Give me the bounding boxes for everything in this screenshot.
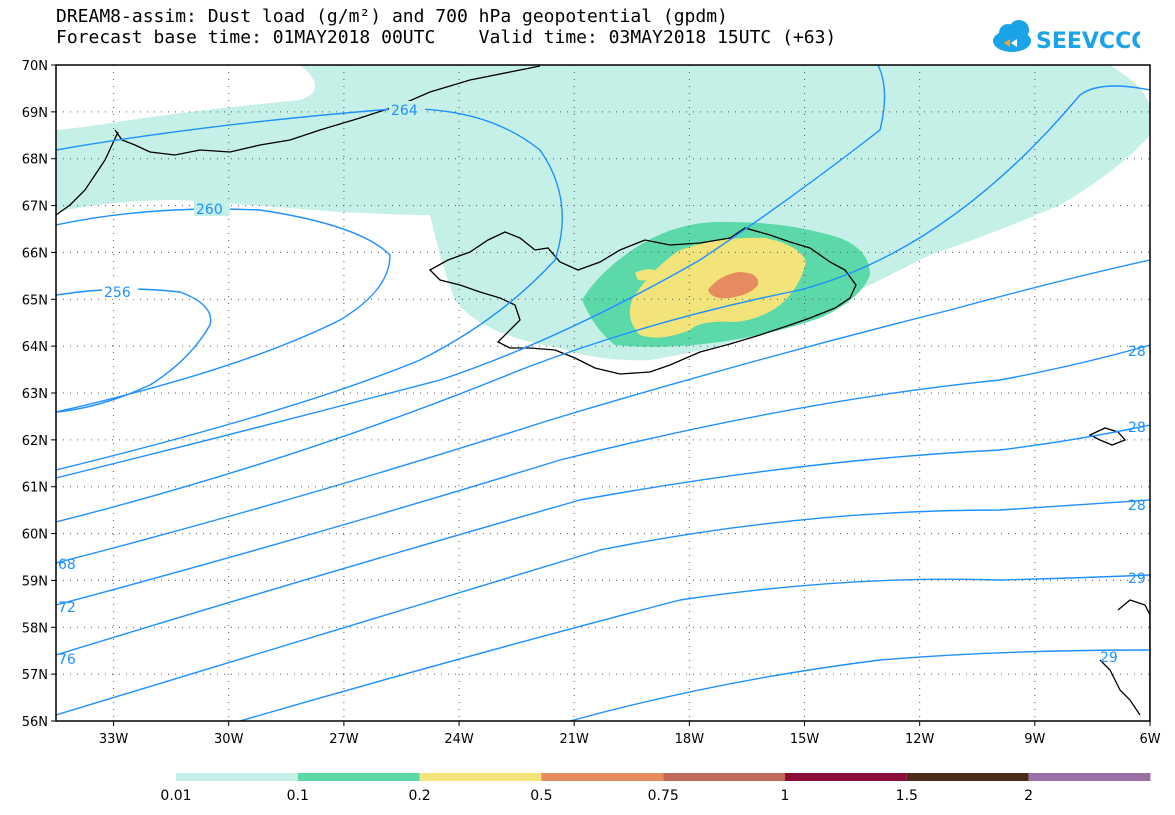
lon-tick-label: 30W: [214, 732, 244, 747]
lat-tick-label: 60N: [22, 528, 48, 543]
seevccc-logo: SEEVCCC: [993, 20, 1140, 54]
lat-tick-label: 69N: [22, 106, 48, 121]
contour-label: 76: [58, 652, 76, 668]
lat-tick-label: 65N: [22, 293, 48, 308]
lat-tick-label: 70N: [22, 59, 48, 74]
lat-tick-label: 58N: [22, 621, 48, 636]
contour-line: [56, 259, 1150, 564]
colorbar-swatch: [1028, 773, 1151, 781]
lon-tick-label: 33W: [99, 732, 129, 747]
lat-tick-label: 62N: [22, 434, 48, 449]
lon-tick-label: 12W: [905, 732, 935, 747]
dust-area-05: [708, 272, 759, 299]
contour-line: [56, 108, 563, 471]
contour-label: 29: [1100, 650, 1118, 666]
contour-line: [56, 65, 886, 479]
contour-label: 264: [391, 103, 418, 119]
lon-tick-label: 9W: [1024, 732, 1045, 747]
lon-tick-label: 18W: [675, 732, 705, 747]
dust-area-02-west: [635, 269, 660, 281]
contour-line: [56, 208, 391, 413]
contour-line: [569, 649, 1150, 721]
colorbar-swatch: [419, 773, 542, 781]
graticule: [56, 65, 1150, 721]
lon-tick-label: 15W: [790, 732, 820, 747]
colorbar-label: 0.2: [408, 788, 430, 804]
contour-line: [56, 424, 1150, 656]
lon-tick-label: 6W: [1139, 732, 1160, 747]
contour-label: 28: [1128, 344, 1146, 360]
dust-area-001: [56, 65, 1150, 361]
colorbar-swatch: [906, 773, 1029, 781]
lon-tick-label: 24W: [444, 732, 474, 747]
scotland-coast: [1099, 599, 1150, 721]
lat-tick-label: 56N: [22, 715, 48, 730]
faroe-coast: [1088, 427, 1127, 446]
colorbar-swatch: [297, 773, 420, 781]
contour-label: 28: [1128, 420, 1146, 436]
colorbar-swatch: [663, 773, 785, 781]
lon-tick-label: 27W: [329, 732, 359, 747]
longitude-axis: 33W 30W 27W 24W 21W 18W 15W 12W 9W 6W: [99, 721, 1161, 747]
colorbar-label: 0.5: [530, 788, 552, 804]
contour-label: 68: [58, 557, 76, 573]
greenland-coast: [114, 65, 541, 156]
contour-line: [239, 574, 1150, 721]
contour-label: 29: [1128, 571, 1146, 587]
geopotential-contours: [56, 65, 1150, 721]
dust-area-001-upper-edge: [56, 65, 315, 130]
colorbar: 0.01 0.1 0.2 0.5 0.75 1 1.5 2: [160, 773, 1151, 804]
contour-line: [56, 85, 1150, 523]
logo-text: SEEVCCC: [1036, 29, 1140, 54]
colorbar-label: 0.75: [648, 788, 679, 804]
lat-tick-label: 66N: [22, 246, 48, 261]
greenland-coast-west: [56, 131, 119, 216]
colorbar-label: 0.1: [287, 788, 309, 804]
colorbar-label: 0.01: [160, 788, 191, 804]
map-subtitle: Forecast base time: 01MAY2018 00UTC Vali…: [56, 27, 837, 48]
colorbar-swatch: [785, 773, 907, 781]
colorbar-label: 2: [1024, 788, 1033, 804]
lat-tick-label: 67N: [22, 200, 48, 215]
lat-tick-label: 57N: [22, 668, 48, 683]
lat-tick-label: 61N: [22, 481, 48, 496]
colorbar-swatch: [176, 773, 298, 781]
colorbar-label: 1: [781, 788, 790, 804]
lat-tick-label: 59N: [22, 574, 48, 589]
contour-line: [56, 499, 1150, 716]
colorbar-label: 1.5: [896, 788, 918, 804]
contour-label: 72: [58, 600, 76, 616]
contour-label: 256: [104, 285, 131, 301]
lat-tick-label: 68N: [22, 153, 48, 168]
lat-tick-label: 64N: [22, 340, 48, 355]
contour-label: 260: [196, 202, 223, 218]
contour-line: [56, 344, 1150, 606]
lat-tick-label: 63N: [22, 387, 48, 402]
contour-label: 28: [1128, 498, 1146, 514]
cloud-icon: [993, 20, 1031, 52]
contour-labels: 264 260 256 68 72 76 28 28 28 29 29: [58, 101, 1146, 668]
latitude-axis: 56N 57N 58N 59N 60N 61N 62N 63N 64N 65N 66N 67N 68N 6…: [22, 59, 56, 730]
lon-tick-label: 21W: [560, 732, 590, 747]
colorbar-swatch: [541, 773, 664, 781]
map-title: DREAM8-assim: Dust load (g/m²) and 700 h…: [56, 6, 728, 27]
